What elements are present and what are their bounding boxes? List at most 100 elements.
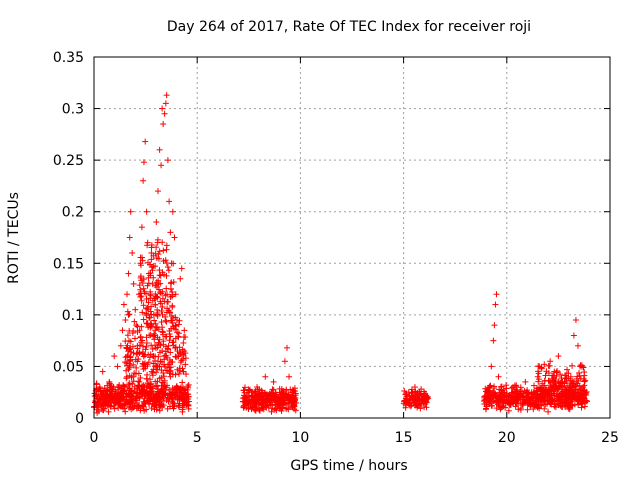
data-point [156, 363, 163, 370]
data-point [132, 335, 139, 342]
data-point [268, 408, 275, 415]
data-point [493, 291, 500, 298]
data-point [563, 396, 570, 403]
data-point [542, 391, 549, 398]
data-point [145, 391, 152, 398]
data-point [98, 392, 105, 399]
data-point [111, 405, 118, 412]
data-point [422, 397, 429, 404]
data-point [500, 399, 507, 406]
data-point [144, 320, 151, 327]
data-point [152, 250, 159, 257]
data-point [99, 368, 106, 375]
data-point [175, 370, 182, 377]
data-point [258, 399, 265, 406]
data-point [148, 256, 155, 263]
data-point [148, 249, 155, 256]
data-point [136, 282, 143, 289]
data-point [181, 348, 188, 355]
data-point [281, 394, 288, 401]
data-point [166, 364, 173, 371]
data-point [278, 386, 285, 393]
data-point [142, 363, 149, 370]
x-tick-label: 25 [601, 430, 619, 446]
data-point [527, 403, 534, 410]
data-point [136, 394, 143, 401]
data-point [174, 366, 181, 373]
data-point [179, 379, 186, 386]
data-point [157, 342, 164, 349]
data-point [580, 384, 587, 391]
data-point [115, 386, 122, 393]
data-point [164, 361, 171, 368]
data-point [153, 255, 160, 262]
data-point [535, 396, 542, 403]
data-point [159, 105, 166, 112]
data-point [130, 280, 137, 287]
data-point [157, 280, 164, 287]
data-point [160, 331, 167, 338]
data-point [557, 371, 564, 378]
data-point [126, 380, 133, 387]
data-point [558, 375, 565, 382]
data-point [486, 384, 493, 391]
y-tick-label: 0.35 [53, 50, 84, 66]
data-point [513, 382, 520, 389]
data-point [551, 379, 558, 386]
data-point [153, 362, 160, 369]
data-point [156, 267, 163, 274]
data-point [177, 359, 184, 366]
data-point [136, 378, 143, 385]
data-point [270, 378, 277, 385]
data-point [107, 403, 114, 410]
data-point [503, 396, 510, 403]
data-point [140, 285, 147, 292]
data-point [168, 260, 175, 267]
data-point [132, 306, 139, 313]
data-point [249, 396, 256, 403]
data-point [162, 317, 169, 324]
data-point [159, 311, 166, 318]
data-point [143, 334, 150, 341]
data-point [101, 385, 108, 392]
data-point [527, 402, 534, 409]
data-point [509, 384, 516, 391]
data-point [153, 382, 160, 389]
data-point [159, 303, 166, 310]
data-point [161, 353, 168, 360]
data-point [182, 334, 189, 341]
data-point [156, 146, 163, 153]
data-point [131, 318, 138, 325]
data-point [153, 293, 160, 300]
data-point [125, 399, 132, 406]
x-axis-label: GPS time / hours [290, 458, 407, 474]
data-point [143, 208, 150, 215]
data-point [184, 383, 191, 390]
data-point [167, 229, 174, 236]
data-point [565, 370, 572, 377]
data-point [146, 383, 153, 390]
data-point [148, 380, 155, 387]
y-tick-label: 0.3 [62, 102, 84, 118]
data-point [515, 406, 522, 413]
data-point [149, 280, 156, 287]
data-point [182, 361, 189, 368]
data-point [162, 292, 169, 299]
data-point [175, 402, 182, 409]
data-point [572, 383, 579, 390]
data-point [147, 398, 154, 405]
data-point [575, 342, 582, 349]
data-point [245, 399, 252, 406]
data-point [159, 347, 166, 354]
data-point [117, 342, 124, 349]
data-point [124, 291, 131, 298]
data-point [567, 373, 574, 380]
data-point [162, 391, 169, 398]
data-point [135, 382, 142, 389]
data-point [581, 369, 588, 376]
data-point [540, 384, 547, 391]
data-point [143, 305, 150, 312]
data-point [181, 394, 188, 401]
data-point [94, 409, 101, 416]
data-point [116, 381, 123, 388]
